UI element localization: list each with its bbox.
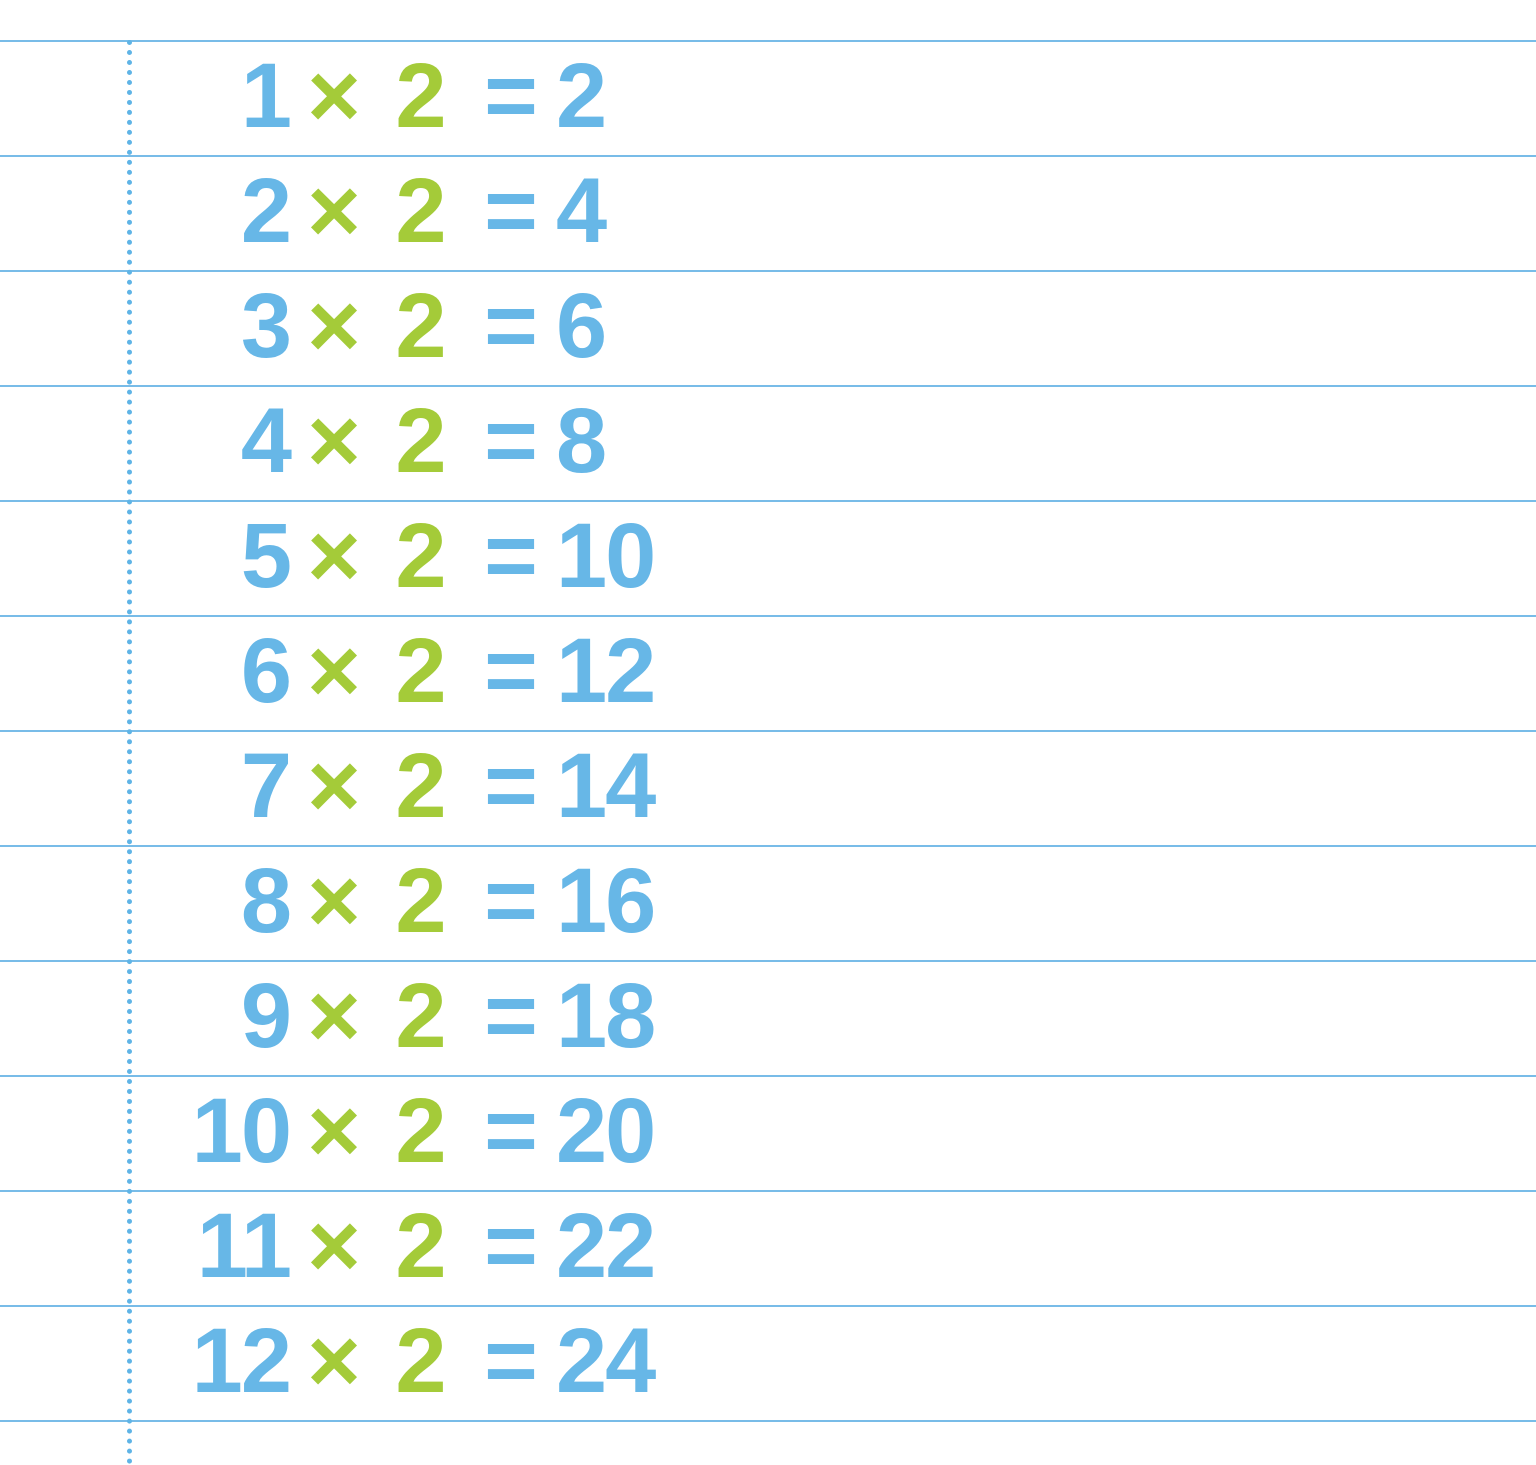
equals-sign: = [464, 740, 556, 832]
equals-sign: = [464, 510, 556, 602]
margin-dotted-line [127, 40, 132, 1465]
multiplier: 2 [376, 625, 464, 717]
equals-sign: = [464, 970, 556, 1062]
operator-times: × [290, 50, 376, 142]
multiplicand: 7 [142, 740, 290, 832]
product: 16 [556, 855, 736, 947]
rule-line [0, 270, 1536, 272]
equals-sign: = [464, 1315, 556, 1407]
equals-sign: = [464, 625, 556, 717]
rule-line [0, 960, 1536, 962]
operator-times: × [290, 510, 376, 602]
operator-times: × [290, 1315, 376, 1407]
equals-sign: = [464, 280, 556, 372]
table-row: 3×2=6 [142, 280, 736, 372]
table-row: 9×2=18 [142, 970, 736, 1062]
multiplier: 2 [376, 510, 464, 602]
product: 20 [556, 1085, 736, 1177]
table-row: 1×2=2 [142, 50, 736, 142]
multiplier: 2 [376, 1085, 464, 1177]
product: 2 [556, 50, 736, 142]
multiplicand: 12 [142, 1315, 290, 1407]
operator-times: × [290, 1085, 376, 1177]
multiplier: 2 [376, 740, 464, 832]
operator-times: × [290, 855, 376, 947]
equals-sign: = [464, 1085, 556, 1177]
operator-times: × [290, 165, 376, 257]
operator-times: × [290, 1200, 376, 1292]
table-row: 6×2=12 [142, 625, 736, 717]
equals-sign: = [464, 165, 556, 257]
product: 10 [556, 510, 736, 602]
operator-times: × [290, 280, 376, 372]
rule-line [0, 385, 1536, 387]
rule-line [0, 500, 1536, 502]
rule-line [0, 845, 1536, 847]
product: 18 [556, 970, 736, 1062]
product: 22 [556, 1200, 736, 1292]
table-row: 10×2=20 [142, 1085, 736, 1177]
multiplier: 2 [376, 50, 464, 142]
multiplicand: 2 [142, 165, 290, 257]
multiplier: 2 [376, 855, 464, 947]
product: 12 [556, 625, 736, 717]
equals-sign: = [464, 1200, 556, 1292]
rule-line [0, 1190, 1536, 1192]
multiplicand: 5 [142, 510, 290, 602]
equals-sign: = [464, 395, 556, 487]
rule-line [0, 1305, 1536, 1307]
multiplicand: 9 [142, 970, 290, 1062]
table-row: 7×2=14 [142, 740, 736, 832]
rule-line [0, 1420, 1536, 1422]
multiplier: 2 [376, 1315, 464, 1407]
rule-line [0, 615, 1536, 617]
multiplier: 2 [376, 395, 464, 487]
operator-times: × [290, 625, 376, 717]
product: 4 [556, 165, 736, 257]
product: 14 [556, 740, 736, 832]
multiplicand: 6 [142, 625, 290, 717]
table-row: 2×2=4 [142, 165, 736, 257]
multiplicand: 4 [142, 395, 290, 487]
multiplicand: 10 [142, 1085, 290, 1177]
multiplier: 2 [376, 280, 464, 372]
operator-times: × [290, 970, 376, 1062]
multiplicand: 1 [142, 50, 290, 142]
table-row: 4×2=8 [142, 395, 736, 487]
equals-sign: = [464, 855, 556, 947]
rule-line [0, 40, 1536, 42]
equals-sign: = [464, 50, 556, 142]
rule-line [0, 1075, 1536, 1077]
rule-line [0, 155, 1536, 157]
product: 24 [556, 1315, 736, 1407]
operator-times: × [290, 740, 376, 832]
table-row: 12×2=24 [142, 1315, 736, 1407]
multiplier: 2 [376, 165, 464, 257]
notebook-page: 1×2=22×2=43×2=64×2=85×2=106×2=127×2=148×… [0, 0, 1536, 1465]
multiplicand: 3 [142, 280, 290, 372]
product: 6 [556, 280, 736, 372]
multiplicand: 8 [142, 855, 290, 947]
operator-times: × [290, 395, 376, 487]
product: 8 [556, 395, 736, 487]
rule-line [0, 730, 1536, 732]
multiplicand: 11 [142, 1200, 290, 1292]
multiplier: 2 [376, 1200, 464, 1292]
table-row: 11×2=22 [142, 1200, 736, 1292]
multiplier: 2 [376, 970, 464, 1062]
table-row: 8×2=16 [142, 855, 736, 947]
table-row: 5×2=10 [142, 510, 736, 602]
